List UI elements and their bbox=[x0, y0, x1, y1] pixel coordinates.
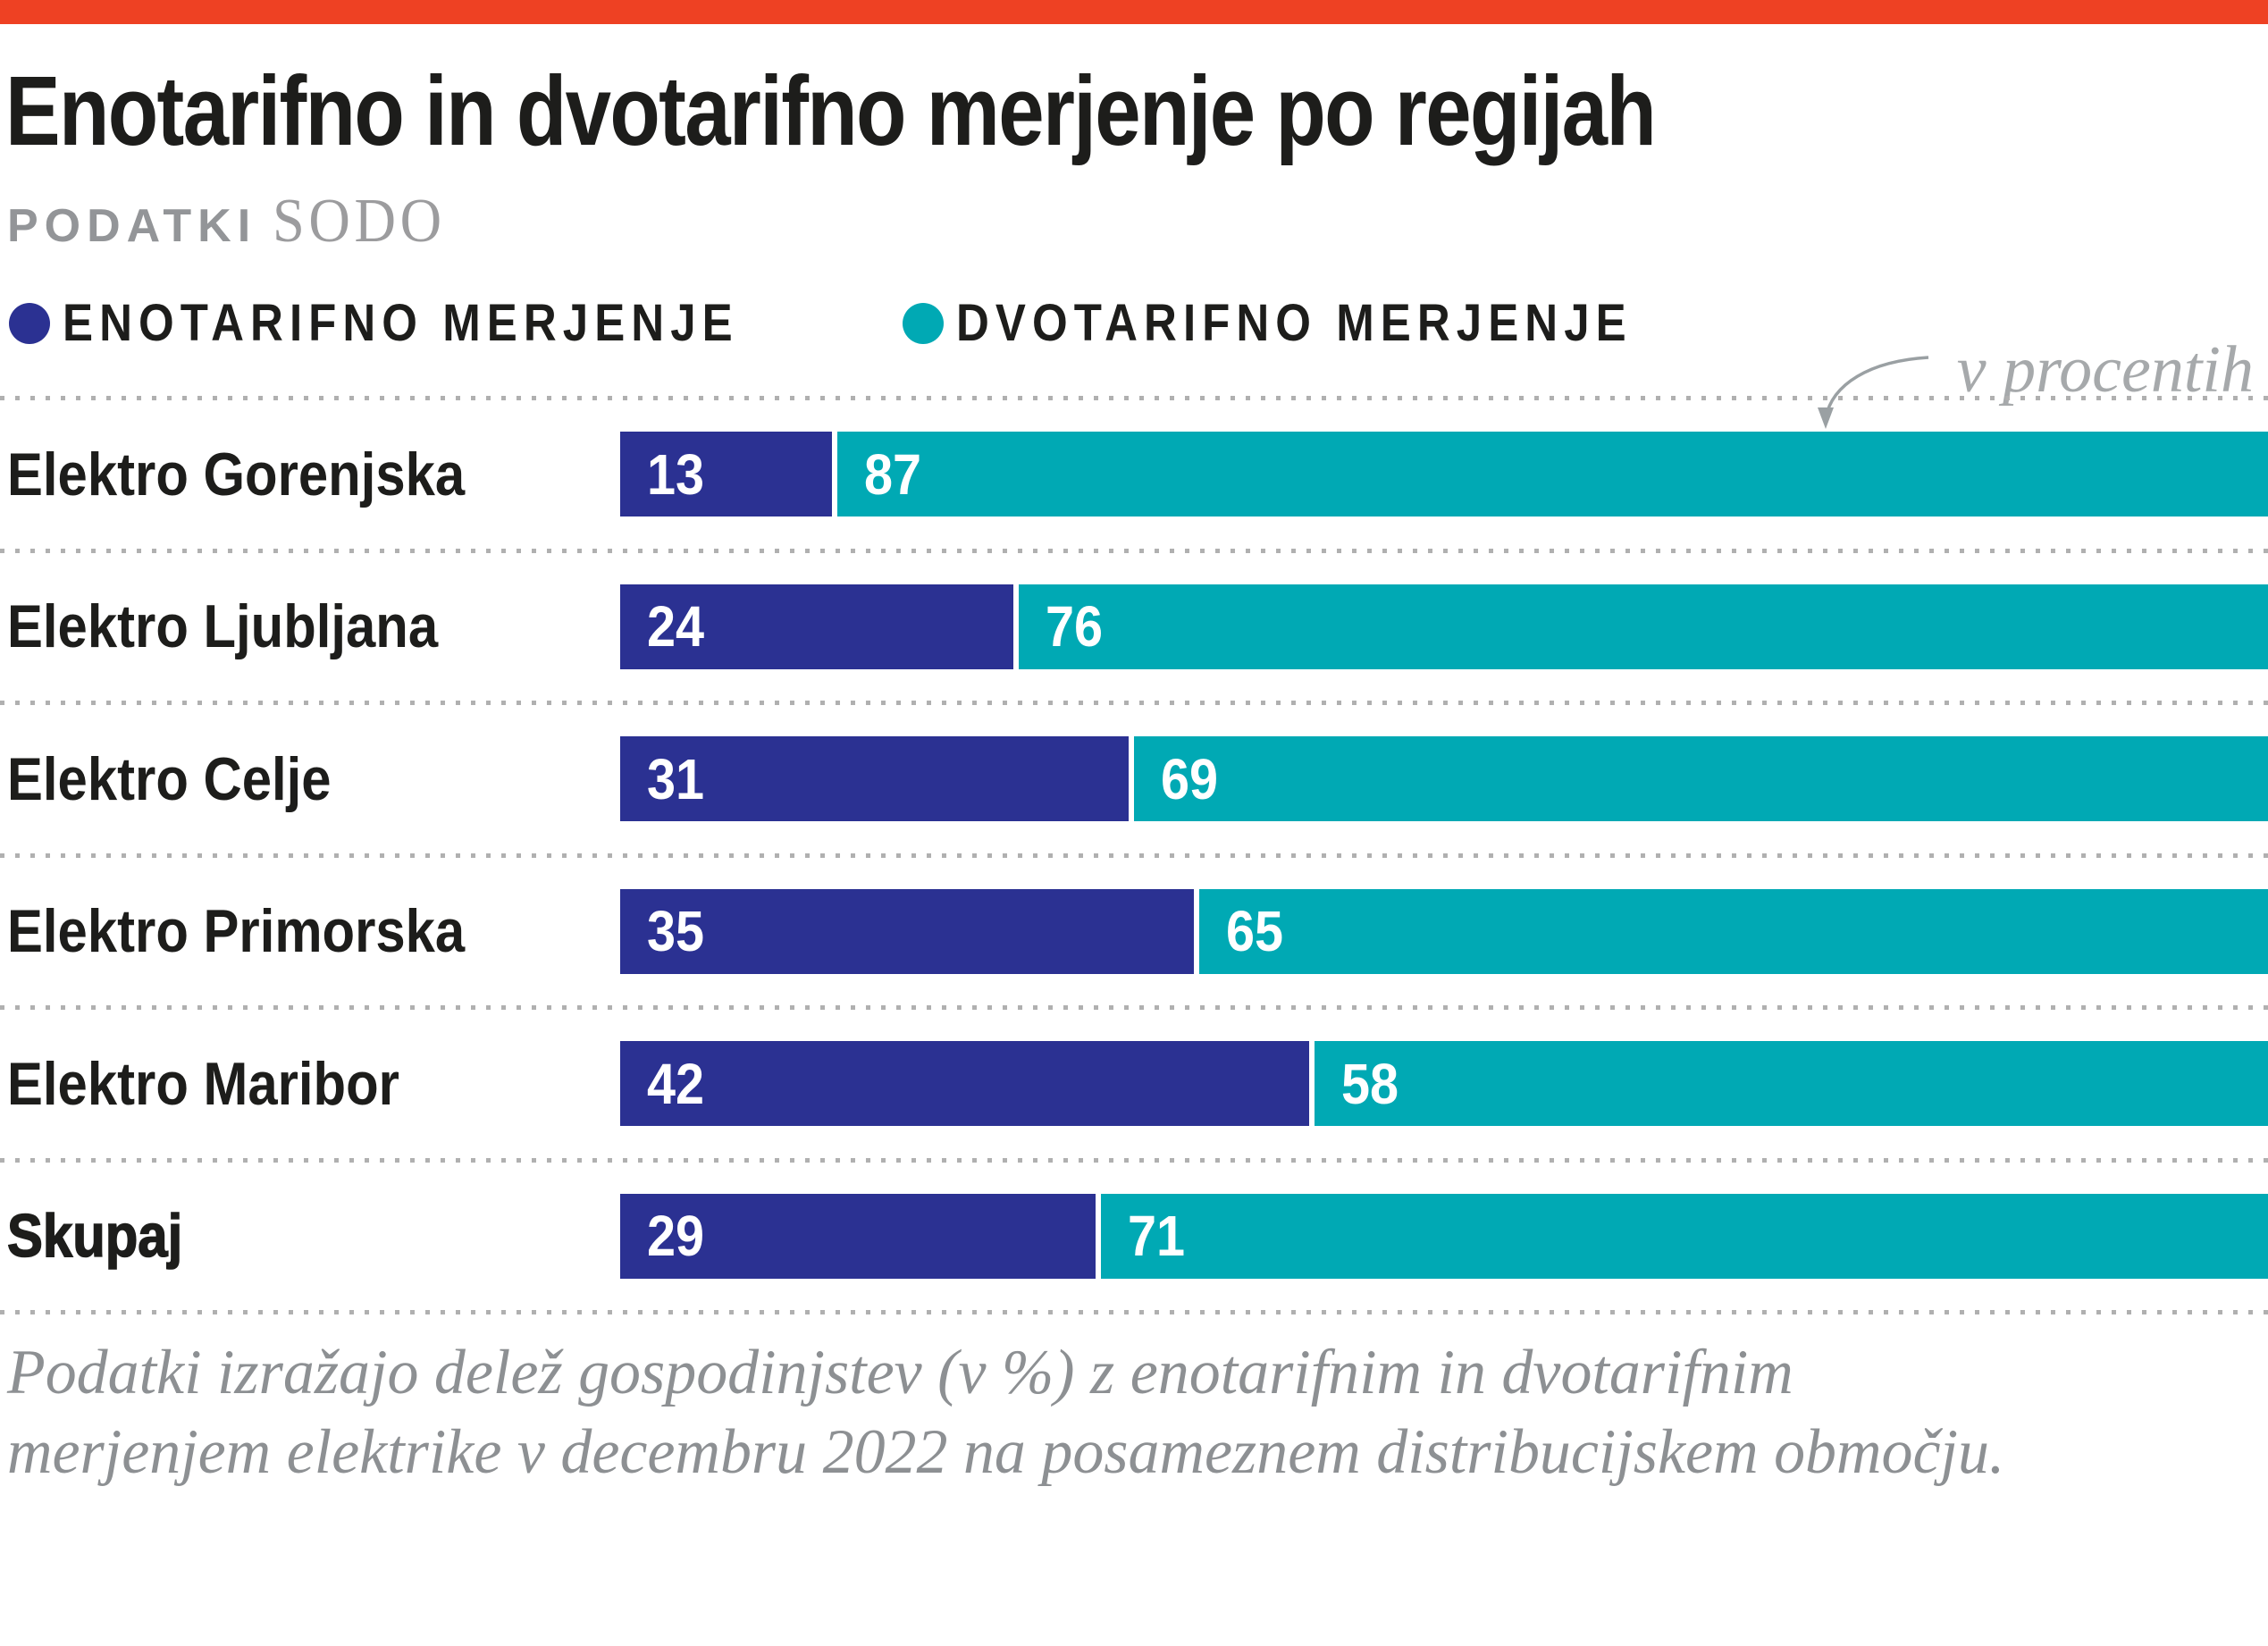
bar-segment-enotarifno: 24 bbox=[620, 584, 1013, 669]
footnote: Podatki izražajo delež gospodinjstev (v … bbox=[7, 1333, 2004, 1492]
footnote-line-2: merjenjem elektrike v decembru 2022 na p… bbox=[7, 1417, 2005, 1487]
bar-value: 69 bbox=[1160, 746, 1218, 811]
bar-segment-enotarifno: 42 bbox=[620, 1041, 1310, 1126]
bar-value: 87 bbox=[863, 441, 921, 507]
row-label-text: Elektro Ljubljana bbox=[7, 592, 439, 660]
source-line: PODATKI SODO bbox=[7, 186, 461, 257]
bar-value: 65 bbox=[1226, 899, 1284, 963]
bar-segment-enotarifno: 31 bbox=[620, 736, 1129, 821]
chart-row: Elektro Ljubljana 24 76 bbox=[0, 548, 2268, 701]
legend-item-enotarifno: ENOTARIFNO MERJENJE bbox=[9, 293, 831, 353]
chart-row: Elektro Maribor 42 58 bbox=[0, 1005, 2268, 1158]
legend-label-enotarifno: ENOTARIFNO MERJENJE bbox=[63, 294, 739, 352]
bar-value: 13 bbox=[647, 441, 705, 507]
row-label: Elektro Primorska bbox=[7, 889, 527, 974]
legend-dot-enotarifno-icon bbox=[9, 302, 50, 344]
row-label: Elektro Gorenjska bbox=[7, 432, 527, 516]
row-label-text: Skupaj bbox=[6, 1201, 183, 1271]
bar-group: 31 69 bbox=[620, 736, 2268, 821]
row-label: Skupaj bbox=[6, 1194, 206, 1279]
bar-segment-enotarifno: 13 bbox=[620, 432, 832, 516]
bar-segment-dvotarifno: 69 bbox=[1133, 736, 2268, 821]
footnote-line-1: Podatki izražajo delež gospodinjstev (v … bbox=[7, 1338, 1793, 1407]
bar-group: 42 58 bbox=[620, 1041, 2268, 1126]
row-label-text: Elektro Gorenjska bbox=[7, 440, 466, 508]
chart-row: Elektro Primorska 35 65 bbox=[0, 852, 2268, 1006]
row-label-text: Elektro Primorska bbox=[7, 897, 466, 965]
row-separator bbox=[0, 701, 2268, 705]
accent-bar bbox=[0, 0, 2268, 24]
bar-value: 71 bbox=[1127, 1204, 1185, 1268]
row-label: Elektro Maribor bbox=[7, 1041, 453, 1126]
bar-segment-dvotarifno: 71 bbox=[1100, 1193, 2268, 1279]
bar-value: 35 bbox=[647, 899, 705, 963]
bar-group: 35 65 bbox=[620, 888, 2268, 974]
source-label: PODATKI bbox=[7, 200, 257, 252]
bar-value: 29 bbox=[647, 1204, 705, 1268]
bar-value: 42 bbox=[647, 1051, 705, 1116]
row-separator bbox=[0, 852, 2268, 858]
bar-segment-dvotarifno: 76 bbox=[1018, 584, 2268, 669]
row-separator bbox=[0, 1310, 2268, 1314]
row-separator bbox=[0, 1157, 2268, 1163]
chart-title: Enotarifno in dvotarifno merjenje po reg… bbox=[5, 56, 1657, 166]
legend-dot-dvotarifno-icon bbox=[902, 302, 944, 344]
legend: ENOTARIFNO MERJENJE DVOTARIFNO MERJENJE bbox=[9, 293, 1725, 353]
bar-group: 29 71 bbox=[620, 1193, 2268, 1279]
row-label-text: Elektro Maribor bbox=[7, 1049, 399, 1118]
row-separator bbox=[0, 1005, 2268, 1010]
row-label: Elektro Ljubljana bbox=[7, 584, 497, 669]
source-name: SODO bbox=[273, 187, 446, 256]
legend-label-dvotarifno: DVOTARIFNO MERJENJE bbox=[955, 294, 1633, 352]
bar-group: 13 87 bbox=[620, 432, 2268, 516]
bar-value: 31 bbox=[647, 746, 705, 811]
bar-group: 24 76 bbox=[620, 584, 2268, 669]
row-label: Elektro Celje bbox=[7, 736, 375, 821]
bar-value: 76 bbox=[1045, 594, 1103, 659]
chart-row: Elektro Celje 31 69 bbox=[0, 701, 2268, 853]
bar-segment-enotarifno: 29 bbox=[620, 1193, 1096, 1279]
bar-segment-dvotarifno: 65 bbox=[1199, 888, 2268, 974]
row-separator bbox=[0, 548, 2268, 553]
bar-segment-dvotarifno: 58 bbox=[1315, 1041, 2268, 1126]
row-separator bbox=[0, 396, 2268, 400]
chart-row: Skupaj 29 71 bbox=[0, 1157, 2268, 1311]
bar-value: 24 bbox=[647, 594, 705, 659]
bar-segment-enotarifno: 35 bbox=[620, 888, 1195, 974]
row-label-text: Elektro Celje bbox=[7, 744, 332, 813]
unit-annotation: v procentih bbox=[1956, 333, 2254, 407]
bar-value: 58 bbox=[1341, 1051, 1399, 1116]
bar-segment-dvotarifno: 87 bbox=[836, 432, 2268, 516]
chart-row: Elektro Gorenjska 13 87 bbox=[0, 396, 2268, 549]
legend-item-dvotarifno: DVOTARIFNO MERJENJE bbox=[902, 293, 1725, 353]
annotation-arrow-icon bbox=[1818, 356, 1929, 429]
